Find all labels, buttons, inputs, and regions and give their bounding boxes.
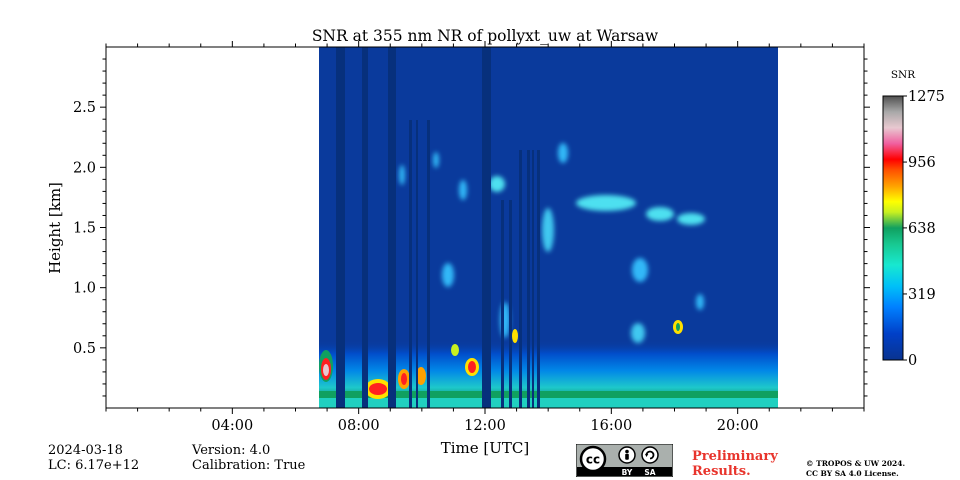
elevated-feature: [696, 294, 704, 310]
svg-text:BY: BY: [622, 468, 633, 477]
y-axis-label: Height [km]: [46, 182, 64, 274]
cloud-hotspot: [401, 373, 407, 385]
colorbar-ticks: 0 319 638 956 1275: [903, 89, 945, 369]
low-snr-stripe: [509, 200, 512, 408]
elevated-layer: [677, 213, 705, 225]
elevated-feature: [632, 258, 648, 282]
y-ticks: 0.5 1.0 1.5 2.0 2.5: [73, 58, 870, 397]
measurement-date: 2024-03-18: [48, 443, 123, 458]
low-snr-stripe: [532, 150, 534, 408]
low-snr-stripe: [427, 120, 430, 408]
cloud-hotspot: [512, 329, 518, 343]
snr-heatmap: [319, 47, 778, 408]
colorbar-tick-label: 1275: [908, 89, 945, 105]
elevated-feature: [459, 180, 467, 200]
elevated-feature: [631, 323, 645, 343]
colorbar: SNR 0 319 638 956 1275: [882, 69, 945, 369]
y-tick-label: 0.5: [73, 341, 96, 357]
low-clouds: [319, 320, 683, 399]
low-snr-stripe: [519, 150, 522, 408]
cc-by-sa-badge: cc BY SA: [576, 444, 673, 477]
x-ticks: 04:00 08:00 12:00 16:00 20:00: [105, 41, 865, 434]
colorbar-tick-label: 0: [908, 353, 917, 369]
sa-share-alike-icon: [641, 446, 659, 464]
low-snr-stripe: [482, 47, 491, 408]
low-snr-stripe: [416, 120, 418, 408]
x-axis-label: Time [UTC]: [441, 439, 530, 457]
low-snr-stripe: [336, 47, 345, 408]
svg-text:cc: cc: [586, 453, 600, 467]
cloud-hotspot: [676, 323, 680, 331]
elevated-feature: [433, 152, 439, 168]
elevated-layer: [576, 195, 636, 211]
svg-text:SA: SA: [644, 468, 655, 477]
x-tick-label: 04:00: [211, 418, 253, 434]
elevated-layer: [646, 207, 674, 221]
cloud-hotspot: [323, 364, 329, 376]
elevated-feature: [442, 263, 454, 287]
colorbar-tick-label: 638: [908, 221, 936, 237]
colorbar-tick-label: 319: [908, 287, 936, 303]
calibration-info: Calibration: True: [192, 458, 306, 473]
low-snr-stripe: [537, 150, 540, 408]
version-info: Version: 4.0: [192, 443, 271, 458]
y-tick-label: 2.0: [73, 160, 96, 176]
chart-title: SNR at 355 nm NR of pollyxt_uw at Warsaw: [312, 27, 659, 45]
cloud-hotspot: [468, 361, 476, 373]
preliminary-label: Preliminary: [692, 449, 778, 464]
license-notice: CC BY SA 4.0 License.: [806, 469, 899, 478]
low-snr-stripe: [388, 47, 396, 408]
elevated-feature: [558, 143, 568, 163]
elevated-feature: [399, 165, 405, 185]
near-surface-band: [319, 391, 778, 398]
x-tick-label: 08:00: [338, 418, 380, 434]
low-snr-stripe: [501, 200, 504, 408]
x-tick-label: 16:00: [590, 418, 632, 434]
cc-icon: [579, 445, 607, 473]
lidar-constant: LC: 6.17e+12: [48, 458, 140, 473]
cloud-hotspot: [369, 383, 387, 395]
elevated-feature: [542, 208, 554, 252]
cloud-hotspot: [451, 344, 459, 356]
copyright-notice: © TROPOS & UW 2024.: [806, 459, 906, 468]
y-tick-label: 1.5: [73, 221, 96, 237]
low-snr-stripe: [527, 150, 530, 408]
surface-edge: [319, 398, 778, 408]
x-tick-label: 12:00: [464, 418, 506, 434]
preliminary-label-results: Results.: [692, 464, 751, 479]
colorbar-tick-label: 956: [908, 155, 936, 171]
y-tick-label: 1.0: [73, 281, 96, 297]
elevated-cloud: [489, 176, 505, 192]
low-snr-stripe: [362, 47, 368, 408]
y-tick-label: 2.5: [73, 100, 96, 116]
elevated-features: [399, 143, 705, 343]
low-snr-stripe: [409, 120, 412, 408]
low-snr-stripes: [336, 47, 540, 408]
x-tick-label: 20:00: [717, 418, 759, 434]
cloud-hotspot: [416, 367, 426, 385]
colorbar-label: SNR: [891, 69, 916, 81]
colorbar-gradient: [882, 95, 904, 361]
